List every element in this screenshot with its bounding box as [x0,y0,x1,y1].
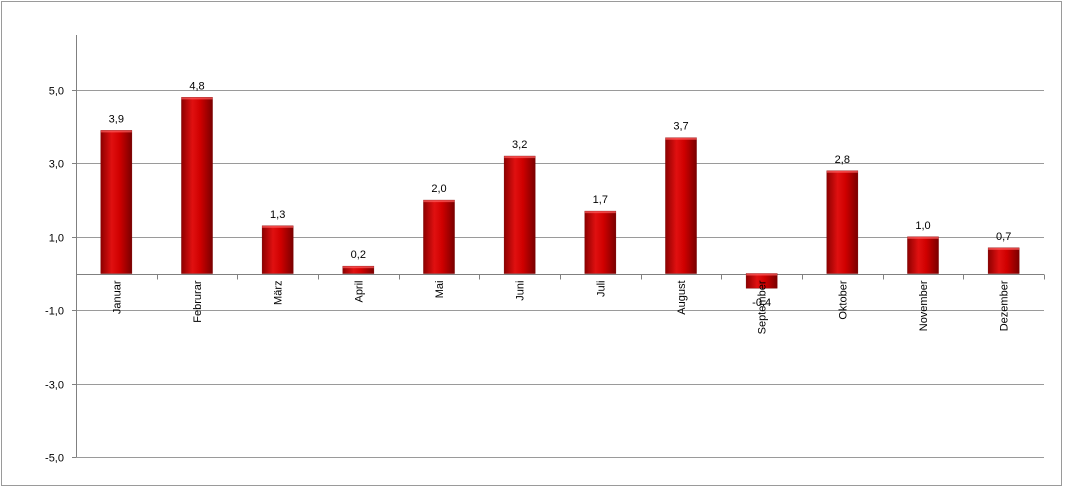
bar-highlight [262,225,294,228]
category-label: April [353,281,365,303]
data-label: -0,4 [752,297,771,309]
data-label: 4,8 [189,80,204,92]
category-label: Dezember [999,280,1011,331]
y-tick-label: -3,0 [45,380,64,392]
y-tick-label: 5,0 [49,86,64,98]
bar-highlight [423,200,455,203]
category-label: März [273,281,285,305]
bar-7 [584,210,617,274]
data-label: 2,0 [431,183,446,195]
y-tick-label: -1,0 [45,306,64,318]
category-label: August [676,281,688,315]
bar-12 [987,247,1020,274]
bar-highlight [988,247,1020,250]
category-label: Juni [515,281,527,301]
bar-highlight [665,137,697,140]
axes [72,35,1045,458]
bar-2 [181,97,213,274]
bar-highlight [342,266,374,269]
data-label: 0,7 [996,231,1011,243]
category-label: September [757,280,769,334]
category-label: Januar [111,280,123,314]
bar-highlight [746,273,778,276]
labels: 5,0 3,0 1,0 -1,0 -3,0 -5,0 3,9 Januar 4,8 Februra… [45,80,1011,464]
bar-highlight [504,156,536,159]
bar-10 [826,170,859,274]
category-label: Oktober [837,280,849,319]
y-tick-label: 3,0 [49,159,64,171]
bar-3 [261,225,294,274]
category-label: November [918,280,930,331]
bar-highlight [584,211,616,214]
grid-lines [76,90,1044,458]
data-label: 3,2 [512,139,527,151]
category-label: Mai [434,281,446,299]
bar-highlight [181,97,213,100]
data-label: 1,3 [270,209,285,221]
bar-11 [907,236,939,274]
y-tick-label: 1,0 [49,233,64,245]
data-label: 3,9 [109,113,124,125]
bar-5 [423,199,455,274]
data-label: 0,2 [351,249,366,261]
data-label: 1,0 [915,220,930,232]
bars [100,97,1020,289]
bar-highlight [907,236,939,239]
data-label: 2,8 [835,154,850,166]
bar-highlight [100,130,132,133]
bar-8 [665,137,697,274]
data-label: 3,7 [673,121,688,133]
category-label: Juli [595,281,607,298]
category-label: Februrar [192,280,204,323]
bar-highlight [826,170,858,173]
y-tick-label: -5,0 [45,453,64,465]
bar-1 [100,130,133,274]
data-label: 1,7 [593,194,608,206]
bar-6 [503,155,536,274]
